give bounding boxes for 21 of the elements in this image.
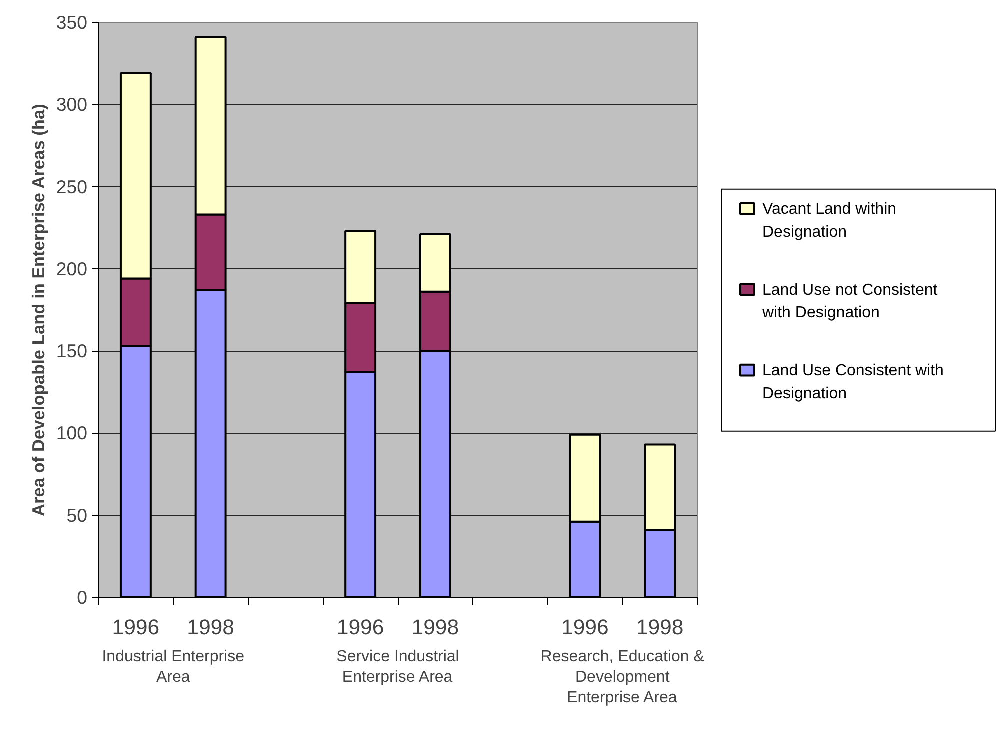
x-tick-label: 1996 <box>561 616 609 640</box>
legend-label: Vacant Land within Designation <box>762 201 897 242</box>
text: Research, Education & Development Enterprise Area <box>540 648 705 706</box>
y-tick-label: 200 <box>56 258 88 280</box>
x-tick-label: 1998 <box>187 616 235 640</box>
text: Industrial Enterprise Area <box>102 648 245 686</box>
y-axis-title: Area of Developable Land in Enterprise Areas (ha) <box>28 104 48 517</box>
x-tick-label: 1996 <box>112 616 160 640</box>
y-tick-label: 300 <box>56 94 88 116</box>
y-tick-label: 50 <box>66 504 88 526</box>
y-tick-label: 0 <box>77 587 88 608</box>
x-tick-label: 1996 <box>336 616 384 640</box>
x-tick-label: 1998 <box>412 616 460 640</box>
x-tick-label: 1998 <box>636 616 684 640</box>
y-tick-label: 150 <box>56 340 88 362</box>
y-tick-label: 250 <box>56 176 88 198</box>
legend-label: Land Use not Consistent with Designation <box>762 282 938 322</box>
legend-label: Land Use Consistent with Designation <box>762 362 944 402</box>
y-tick-label: 350 <box>56 12 88 33</box>
y-tick-label: 100 <box>56 422 88 444</box>
text: Service Industrial Enterprise Area <box>336 648 460 686</box>
